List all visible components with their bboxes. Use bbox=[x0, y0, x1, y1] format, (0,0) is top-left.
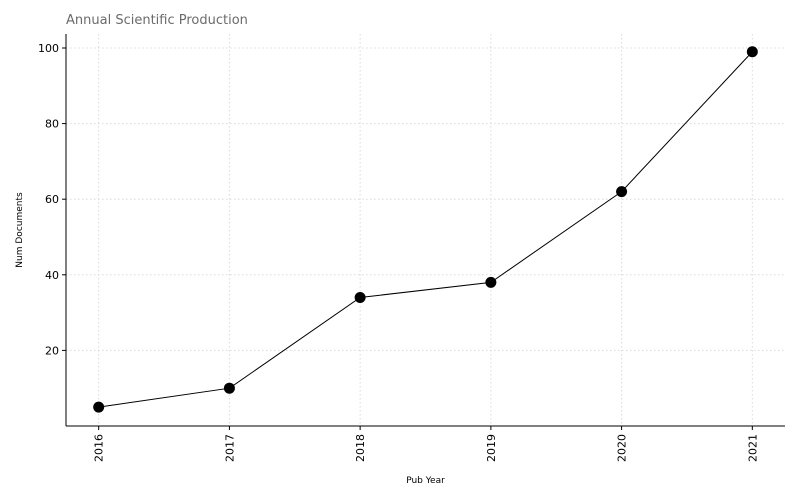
series-num-documents bbox=[98, 51, 753, 408]
x-tick-label: 2020 bbox=[616, 434, 629, 462]
x-tick-label: 2019 bbox=[485, 434, 498, 462]
x-tick-label: 2018 bbox=[354, 434, 367, 462]
y-tick-label: 60 bbox=[45, 193, 59, 206]
data-point bbox=[93, 401, 105, 413]
y-axis-ticks: 20 40 60 80 100 bbox=[38, 42, 66, 357]
chart-title: Annual Scientific Production bbox=[66, 13, 248, 28]
series-line bbox=[98, 51, 753, 408]
data-points bbox=[93, 46, 758, 413]
y-tick-label: 20 bbox=[45, 344, 59, 357]
x-tick-label: 2021 bbox=[746, 434, 759, 462]
data-point bbox=[746, 46, 758, 58]
y-tick-label: 40 bbox=[45, 269, 59, 282]
x-tick-label: 2017 bbox=[223, 434, 236, 462]
data-point bbox=[354, 291, 366, 303]
x-axis-ticks: 2016 2017 2018 2019 2020 2021 bbox=[93, 426, 759, 462]
x-tick-label: 2016 bbox=[93, 434, 106, 462]
grid-lines bbox=[66, 34, 785, 426]
y-axis-title: Num Documents bbox=[15, 192, 25, 268]
x-axis-title: Pub Year bbox=[406, 476, 445, 486]
data-point bbox=[616, 186, 628, 198]
data-point bbox=[485, 276, 497, 288]
axes bbox=[65, 34, 785, 427]
data-point bbox=[223, 382, 235, 394]
y-tick-label: 100 bbox=[38, 42, 59, 55]
y-tick-label: 80 bbox=[45, 118, 59, 131]
